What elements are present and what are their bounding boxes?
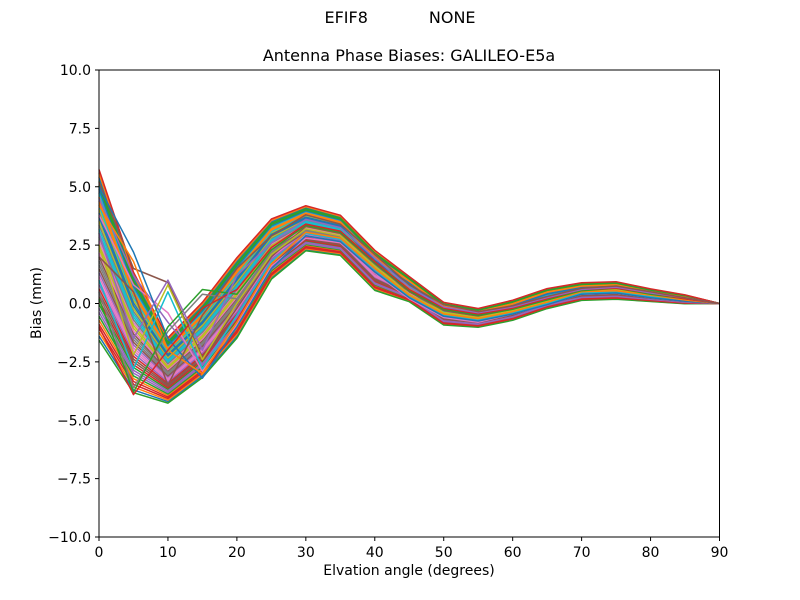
x-axis-label: Elvation angle (degrees) xyxy=(323,563,494,579)
line-series xyxy=(98,232,720,370)
y-tick-label: 10.0 xyxy=(60,63,91,79)
y-tick-label: 2.5 xyxy=(69,238,91,254)
line-series xyxy=(98,177,720,342)
line-series xyxy=(98,186,720,379)
axes: 0 10 20 30 40 50 60 70 80 90 10.0 7.5 5.0 2.5 0.0 −2.5 −… xyxy=(48,63,728,561)
x-tick-label: 20 xyxy=(228,545,246,561)
y-axis-label: Bias (mm) xyxy=(29,267,45,339)
y-tick-label: 7.5 xyxy=(69,121,91,137)
y-tick-label: 5.0 xyxy=(69,180,91,196)
y-tick-label: −10.0 xyxy=(48,530,91,546)
line-series xyxy=(98,181,720,344)
x-tick-label: 0 xyxy=(95,545,104,561)
y-tick-label: −5.0 xyxy=(57,413,91,429)
x-tick-label: 60 xyxy=(504,545,522,561)
x-tick-label: 90 xyxy=(711,545,729,561)
y-tick-label: −2.5 xyxy=(57,355,91,371)
suptitle: EFIF8 NONE xyxy=(324,8,475,27)
plot-border xyxy=(98,69,720,538)
line-series xyxy=(98,228,720,361)
x-tick-label: 30 xyxy=(297,545,315,561)
line-series xyxy=(98,223,720,396)
y-tick-label: 0.0 xyxy=(69,297,91,313)
line-series xyxy=(98,173,720,341)
y-tick-label: −7.5 xyxy=(57,472,91,488)
x-tick-label: 10 xyxy=(159,545,177,561)
line-series xyxy=(98,214,720,386)
line-series xyxy=(98,205,720,375)
series-lines xyxy=(98,169,720,404)
x-tick-label: 40 xyxy=(366,545,384,561)
x-tick-label: 80 xyxy=(642,545,660,561)
x-tick-label: 50 xyxy=(435,545,453,561)
line-series xyxy=(98,218,720,351)
axes-title: Antenna Phase Biases: GALILEO-E5a xyxy=(263,46,555,65)
line-series xyxy=(98,169,720,339)
x-tick-label: 70 xyxy=(573,545,591,561)
line-series xyxy=(98,189,720,347)
